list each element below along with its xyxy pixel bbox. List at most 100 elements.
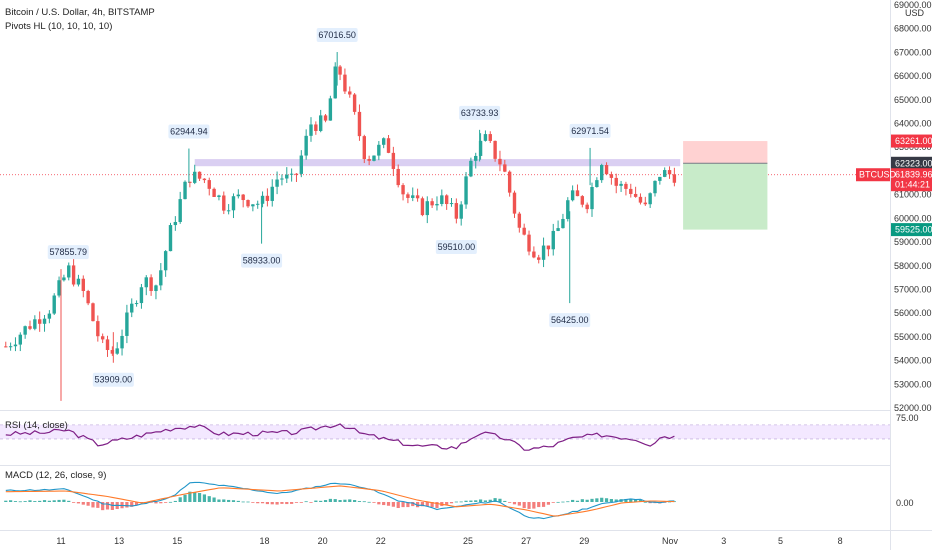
candlestick-series[interactable] [4, 52, 677, 401]
candle [362, 134, 366, 164]
resistance-zone [194, 159, 681, 167]
time-tick-label: 29 [579, 536, 589, 546]
macd-histogram-bar [236, 500, 240, 502]
candle [430, 198, 434, 209]
macd-histogram-bar [566, 501, 570, 503]
candle [309, 117, 313, 142]
macd-histogram-bar [251, 502, 255, 503]
macd-histogram-bar [168, 501, 173, 503]
macd-histogram-bar [343, 499, 347, 502]
candle [18, 332, 23, 352]
macd-pane[interactable] [4, 481, 676, 520]
indicator-title: Pivots HL (10, 10, 10, 10) [5, 21, 112, 32]
macd-histogram-bar [285, 502, 289, 505]
candle [285, 167, 289, 184]
macd-histogram-bar [217, 499, 221, 502]
candle [222, 191, 226, 215]
macd-histogram-bar [362, 501, 366, 503]
candle [226, 204, 231, 215]
candle [503, 159, 507, 173]
rsi-band [0, 424, 890, 439]
macd-histogram-bar [614, 499, 618, 502]
candle [614, 173, 618, 194]
candle [498, 150, 502, 172]
candle [488, 131, 492, 143]
macd-histogram-bar [290, 502, 294, 504]
macd-histogram-bar [193, 492, 197, 502]
candle [411, 187, 415, 202]
macd-histogram-bar [638, 499, 643, 502]
candle [62, 274, 66, 282]
candle [348, 86, 352, 98]
macd-histogram-bar [445, 502, 449, 505]
pivot-labels: 57855.79 53909.00 62944.94 58933.00 67016.50… [47, 28, 611, 387]
candle [8, 342, 13, 351]
price-tag: 62323.00 [891, 156, 932, 170]
candle [217, 194, 221, 201]
macd-histogram-bar [246, 501, 250, 503]
macd-level-label: 0.00 [896, 498, 914, 508]
candle [537, 254, 541, 264]
candle [134, 300, 139, 307]
candle [91, 302, 95, 322]
axes-layer: 69000.00 68000.00 67000.00 66000.00 65000.00… [56, 0, 932, 546]
macd-histogram-bar [561, 501, 565, 503]
candle [86, 289, 90, 306]
macd-histogram-bar [512, 502, 517, 505]
candle [667, 166, 672, 179]
candle [193, 164, 197, 185]
candle [527, 230, 531, 256]
time-tick-label: 5 [778, 536, 783, 546]
macd-histogram-bar [595, 498, 599, 502]
candle [246, 199, 250, 208]
take-profit-zone[interactable] [683, 163, 768, 230]
price-tag-text: 59525.00 [895, 225, 932, 235]
candle [512, 190, 517, 218]
candle [449, 197, 454, 207]
macd-histogram-bar [197, 492, 202, 502]
candle [653, 180, 657, 197]
macd-histogram-bar [580, 499, 584, 502]
macd-histogram-bar [498, 498, 502, 502]
time-tick-label: 11 [56, 536, 65, 546]
macd-histogram-bar [4, 500, 8, 502]
macd-histogram-bar [188, 491, 192, 502]
macd-histogram-bar [546, 502, 551, 505]
macd-histogram-bar [415, 502, 420, 508]
candle [23, 325, 27, 339]
pivot-label-text: 59510.00 [438, 242, 476, 252]
macd-histogram-bar [38, 500, 42, 502]
candle [352, 93, 357, 115]
candle [163, 250, 168, 277]
macd-histogram-bar [183, 494, 187, 502]
macd-histogram-bar [503, 500, 507, 502]
macd-histogram-bar [323, 500, 328, 502]
candle [638, 193, 643, 205]
candle [435, 196, 439, 211]
macd-histogram-bar [600, 497, 604, 502]
candle [154, 284, 158, 300]
time-tick-label: 25 [463, 536, 473, 546]
stop-loss-zone[interactable] [683, 141, 768, 164]
candle [100, 333, 105, 344]
price-tick-label: 52000.00 [894, 403, 932, 413]
time-tick-label: 20 [318, 536, 328, 546]
macd-histogram-bar [81, 502, 85, 505]
time-tick-label: 27 [521, 536, 531, 546]
rsi-pane[interactable] [0, 423, 890, 451]
macd-histogram-bar [86, 502, 90, 506]
macd-histogram-bar [425, 502, 429, 507]
candle [260, 191, 265, 208]
macd-histogram-bar [134, 502, 139, 506]
macd-histogram-bar [270, 502, 274, 505]
price-tag: 61839.96 [891, 168, 932, 182]
candle [197, 171, 202, 181]
candle [556, 220, 560, 232]
candle [67, 262, 71, 281]
candle [183, 180, 187, 200]
candle [377, 141, 381, 161]
candle [444, 194, 449, 210]
macd-histogram-bar [52, 500, 56, 502]
candle [188, 181, 192, 188]
